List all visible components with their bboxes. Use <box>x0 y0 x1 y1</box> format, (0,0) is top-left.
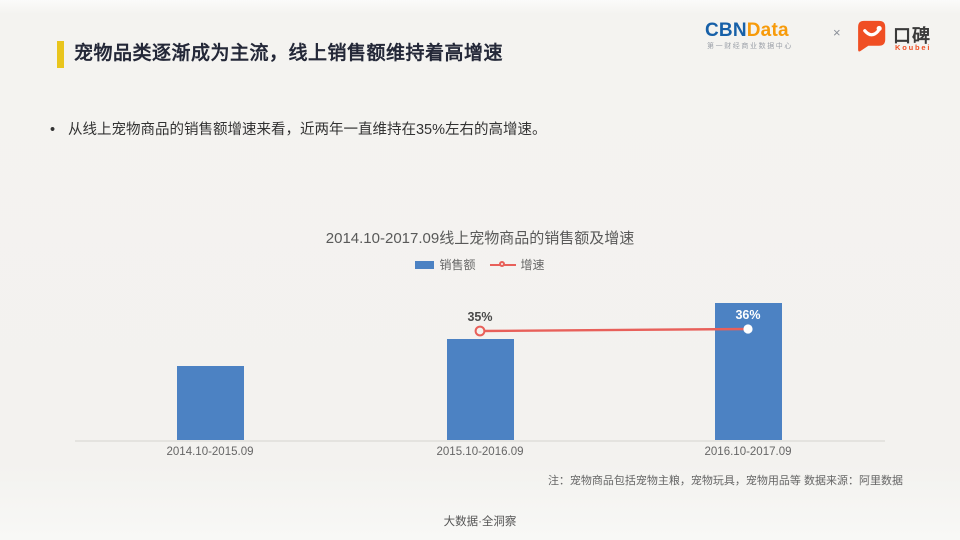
logo-cluster: CBNData 第一财经商业数据中心 × 口碑 Koubei <box>703 18 953 62</box>
legend-label-sales: 销售额 <box>439 258 476 272</box>
growth-line-layer: 35% 36% <box>467 308 761 337</box>
page-title: 宠物品类逐渐成为主流，线上销售额维持着高增速 <box>74 43 504 64</box>
cbndata-logo: CBNData <box>705 20 789 42</box>
bullet-item: • 从线上宠物商品的销售额增速来看，近两年一直维持在35%左右的高增速。 <box>50 118 690 139</box>
legend-item-growth: 增速 <box>489 256 545 273</box>
cbndata-logo-cbn: CBN <box>705 20 747 41</box>
x-axis-label: 2015.10-2016.09 <box>436 446 524 458</box>
chart-title: 2014.10-2017.09线上宠物商品的销售额及增速 <box>325 230 635 247</box>
koubei-logo-text: 口碑 <box>893 26 931 46</box>
sales-legend-swatch-icon <box>415 260 435 269</box>
growth-point-marker <box>743 324 753 334</box>
legend-label-growth: 增速 <box>520 258 545 272</box>
growth-point-marker <box>474 325 486 337</box>
title-accent-bar <box>57 41 64 68</box>
bullet-text: 从线上宠物商品的销售额增速来看，近两年一直维持在35%左右的高增速。 <box>68 122 547 138</box>
x-axis-label: 2016.10-2017.09 <box>704 446 792 458</box>
bullet-marker: • <box>50 122 56 138</box>
growth-line <box>479 327 749 333</box>
footer-text: 大数据·全洞察 <box>443 516 517 528</box>
cbndata-logo-data: Data <box>746 20 789 41</box>
sales-bar <box>446 339 514 440</box>
x-axis-line <box>75 440 885 442</box>
chart-legend: 销售额 增速 <box>0 256 960 273</box>
koubei-smile-icon <box>855 19 887 53</box>
plot-area: 2014.10-2015.09 2015.10-2016.09 2016.10-20… <box>0 280 960 480</box>
sales-bar <box>176 366 244 440</box>
growth-point-label: 36% <box>735 308 760 322</box>
koubei-logo-subtext: Koubei <box>895 43 932 52</box>
logo-times-separator: × <box>833 25 841 40</box>
cbndata-subtitle: 第一财经商业数据中心 <box>707 43 793 50</box>
legend-item-sales: 销售额 <box>415 256 476 273</box>
growth-point-label: 35% <box>467 310 492 324</box>
growth-legend-line-icon <box>489 260 516 270</box>
source-note: 注：宠物商品包括宠物主粮，宠物玩具，宠物用品等 数据来源：阿里数据 <box>547 475 903 487</box>
x-axis-label: 2014.10-2015.09 <box>166 446 254 458</box>
